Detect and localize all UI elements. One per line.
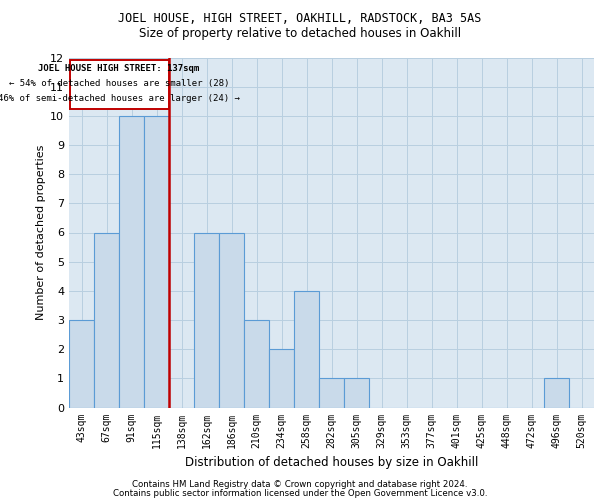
Bar — [344, 378, 369, 408]
Text: Contains public sector information licensed under the Open Government Licence v3: Contains public sector information licen… — [113, 488, 487, 498]
Y-axis label: Number of detached properties: Number of detached properties — [36, 145, 46, 320]
Bar — [119, 116, 144, 408]
Bar — [219, 232, 244, 408]
Text: JOEL HOUSE, HIGH STREET, OAKHILL, RADSTOCK, BA3 5AS: JOEL HOUSE, HIGH STREET, OAKHILL, RADSTO… — [118, 12, 482, 26]
Bar — [94, 232, 119, 408]
Bar — [194, 232, 219, 408]
Text: ← 54% of detached houses are smaller (28): ← 54% of detached houses are smaller (28… — [9, 79, 229, 88]
Bar — [544, 378, 569, 408]
Bar — [319, 378, 344, 408]
Text: Contains HM Land Registry data © Crown copyright and database right 2024.: Contains HM Land Registry data © Crown c… — [132, 480, 468, 489]
X-axis label: Distribution of detached houses by size in Oakhill: Distribution of detached houses by size … — [185, 456, 478, 469]
Text: 46% of semi-detached houses are larger (24) →: 46% of semi-detached houses are larger (… — [0, 94, 240, 103]
Text: JOEL HOUSE HIGH STREET: 137sqm: JOEL HOUSE HIGH STREET: 137sqm — [38, 64, 200, 73]
Bar — [244, 320, 269, 408]
FancyBboxPatch shape — [70, 60, 169, 108]
Bar — [144, 116, 169, 408]
Bar — [69, 320, 94, 408]
Bar — [269, 349, 294, 408]
Bar — [294, 291, 319, 408]
Text: Size of property relative to detached houses in Oakhill: Size of property relative to detached ho… — [139, 28, 461, 40]
